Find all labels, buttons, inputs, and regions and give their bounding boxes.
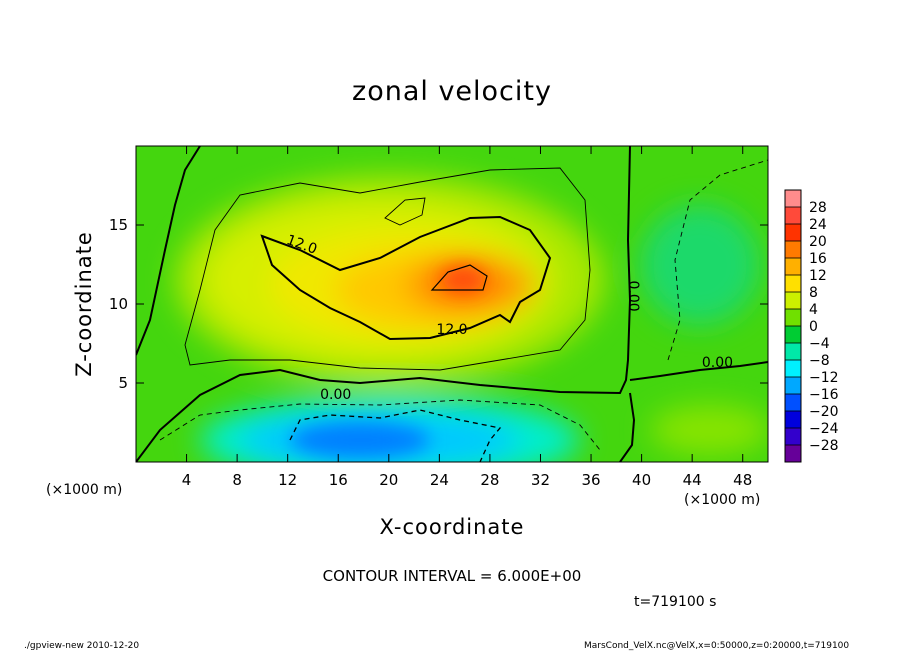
colorbar-label: −28: [809, 438, 839, 454]
colorbar-label: 4: [809, 302, 818, 318]
colorbar-swatch: [785, 394, 801, 412]
colorbar-swatch: [785, 258, 801, 276]
colorbar-label: 24: [809, 217, 827, 233]
colorbar-label: −4: [809, 336, 830, 352]
colorbar-swatch: [785, 309, 801, 327]
footer-left: ./gpview-new 2010-12-20: [24, 641, 140, 651]
y-tick-label: 15: [109, 216, 128, 234]
x-unit-left: (×1000 m): [46, 482, 123, 498]
colorbar-label: −24: [809, 421, 839, 437]
x-axis-label: X-coordinate: [379, 515, 525, 539]
colorbar-label: −8: [809, 353, 830, 369]
y-axis: 5 10 15: [109, 216, 768, 392]
colorbar-swatch: [785, 343, 801, 361]
colorbar-swatch: [785, 445, 801, 463]
x-axis: 4 8 12 16 20 24 28 32 36 40 44 48: [182, 146, 752, 489]
colorbar-swatch: [785, 377, 801, 395]
colorbar-swatch: [785, 360, 801, 378]
x-tick-label: 36: [581, 471, 600, 489]
colorbar-swatch: [785, 411, 801, 429]
colorbar-swatch: [785, 275, 801, 293]
contour-label: 0.00: [625, 281, 641, 312]
colorbar-swatch: [785, 207, 801, 225]
colorbar-label: 0: [809, 319, 818, 335]
colorbar-label: 16: [809, 251, 827, 267]
footer-right: MarsCond_VelX.nc@VelX,x=0:50000,z=0:2000…: [584, 641, 850, 651]
y-axis-label: Z-coordinate: [72, 231, 96, 377]
colorbar-label: −12: [809, 370, 839, 386]
colorbar-label: 12: [809, 268, 827, 284]
colorbar-label: 8: [809, 285, 818, 301]
x-tick-label: 28: [480, 471, 499, 489]
x-tick-label: 48: [733, 471, 752, 489]
velocity-field: [136, 146, 768, 462]
contour-label: 12.0: [436, 322, 467, 338]
x-tick-label: 44: [683, 471, 702, 489]
chart-title: zonal velocity: [352, 76, 552, 107]
colorbar-swatch: [785, 190, 801, 208]
x-unit-right: (×1000 m): [684, 492, 761, 508]
x-tick-label: 40: [632, 471, 651, 489]
x-tick-label: 32: [531, 471, 550, 489]
colorbar-swatch: [785, 326, 801, 344]
x-tick-label: 20: [379, 471, 398, 489]
colorbar-label: 20: [809, 234, 827, 250]
y-tick-label: 10: [109, 295, 128, 313]
x-tick-label: 12: [278, 471, 297, 489]
contour-label: 0.00: [320, 387, 351, 403]
colorbar-swatch: [785, 428, 801, 446]
contour-label: 0.00: [702, 355, 733, 371]
contour-lines: [136, 146, 768, 462]
contour-labels: 12.012.00.000.000.00: [284, 232, 733, 403]
colorbar-label: −20: [809, 404, 839, 420]
x-tick-label: 16: [329, 471, 348, 489]
contour-interval-note: CONTOUR INTERVAL = 6.000E+00: [322, 567, 582, 585]
y-tick-label: 5: [118, 374, 128, 392]
x-tick-label: 4: [182, 471, 192, 489]
x-tick-label: 24: [430, 471, 449, 489]
colorbar-swatch: [785, 292, 801, 310]
colorbar-swatch: [785, 224, 801, 242]
time-label: t=719100 s: [634, 594, 717, 610]
colorbar-swatch: [785, 241, 801, 259]
x-tick-label: 8: [232, 471, 242, 489]
colorbar-label: 28: [809, 200, 827, 216]
colorbar-label: −16: [809, 387, 839, 403]
